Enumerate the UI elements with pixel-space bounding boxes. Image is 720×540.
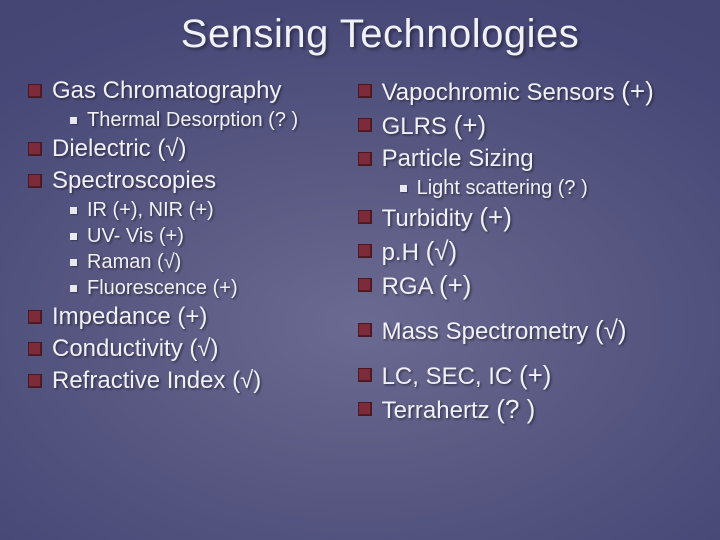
- square-bullet-icon: [70, 259, 77, 266]
- sub-list-item: IR (+), NIR (+): [70, 198, 350, 223]
- item-label: p.H (√): [382, 236, 458, 268]
- right-column: Vapochromic Sensors (+) GLRS (+) Particl…: [358, 75, 692, 428]
- item-label: Raman (√): [87, 250, 181, 275]
- list-item: Gas Chromatography: [28, 76, 350, 106]
- item-label: LC, SEC, IC (+): [382, 360, 552, 392]
- item-label: GLRS (+): [382, 110, 487, 142]
- item-label: Terrahertz (? ): [382, 394, 536, 426]
- slide: Sensing Technologies Gas Chromatography …: [0, 0, 720, 540]
- sub-list-item: Thermal Desorption (? ): [70, 108, 350, 133]
- diamond-bullet-icon: [358, 152, 372, 166]
- sub-list-item: Light scattering (? ): [400, 176, 692, 201]
- list-item: p.H (√): [358, 236, 692, 268]
- left-column: Gas Chromatography Thermal Desorption (?…: [28, 75, 350, 428]
- item-label: Turbidity (+): [382, 202, 512, 234]
- item-label: IR (+), NIR (+): [87, 198, 214, 223]
- item-label: Spectroscopies: [52, 166, 216, 196]
- diamond-bullet-icon: [28, 342, 42, 356]
- item-label: UV- Vis (+): [87, 224, 184, 249]
- square-bullet-icon: [400, 185, 407, 192]
- list-item: Impedance (+): [28, 302, 350, 332]
- item-label: Gas Chromatography: [52, 76, 281, 106]
- square-bullet-icon: [70, 285, 77, 292]
- list-item: Particle Sizing: [358, 144, 692, 174]
- diamond-bullet-icon: [358, 84, 372, 98]
- diamond-bullet-icon: [28, 142, 42, 156]
- item-annotation: (? ): [496, 394, 535, 424]
- diamond-bullet-icon: [358, 368, 372, 382]
- item-label: Vapochromic Sensors (+): [382, 76, 654, 108]
- item-label: Particle Sizing: [382, 144, 534, 174]
- list-item: GLRS (+): [358, 110, 692, 142]
- list-item: LC, SEC, IC (+): [358, 360, 692, 392]
- spacer: [358, 304, 692, 314]
- item-label: Light scattering (? ): [417, 176, 588, 201]
- list-item: Conductivity (√): [28, 334, 350, 364]
- diamond-bullet-icon: [358, 210, 372, 224]
- diamond-bullet-icon: [358, 402, 372, 416]
- list-item: RGA (+): [358, 270, 692, 302]
- item-label: RGA (+): [382, 270, 472, 302]
- sub-list-item: UV- Vis (+): [70, 224, 350, 249]
- item-annotation: (√): [595, 315, 627, 345]
- item-annotation: (+): [621, 76, 654, 106]
- diamond-bullet-icon: [28, 84, 42, 98]
- sub-list-item: Raman (√): [70, 250, 350, 275]
- list-item: Vapochromic Sensors (+): [358, 76, 692, 108]
- diamond-bullet-icon: [28, 174, 42, 188]
- item-annotation: (+): [439, 270, 472, 300]
- diamond-bullet-icon: [28, 374, 42, 388]
- diamond-bullet-icon: [28, 310, 42, 324]
- item-annotation: (+): [454, 110, 487, 140]
- content-columns: Gas Chromatography Thermal Desorption (?…: [28, 75, 692, 428]
- item-label: Dielectric (√): [52, 134, 187, 164]
- sub-list-item: Fluorescence (+): [70, 276, 350, 301]
- square-bullet-icon: [70, 207, 77, 214]
- list-item: Terrahertz (? ): [358, 394, 692, 426]
- item-label: Refractive Index (√): [52, 366, 261, 396]
- square-bullet-icon: [70, 233, 77, 240]
- list-item: Dielectric (√): [28, 134, 350, 164]
- item-label: Fluorescence (+): [87, 276, 238, 301]
- item-label: Thermal Desorption (? ): [87, 108, 298, 133]
- item-annotation: (+): [519, 360, 552, 390]
- slide-title: Sensing Technologies: [28, 12, 692, 57]
- diamond-bullet-icon: [358, 244, 372, 258]
- diamond-bullet-icon: [358, 118, 372, 132]
- item-label: Conductivity (√): [52, 334, 219, 364]
- item-annotation: (+): [479, 202, 512, 232]
- spacer: [358, 349, 692, 359]
- list-item: Turbidity (+): [358, 202, 692, 234]
- item-label: Impedance (+): [52, 302, 207, 332]
- diamond-bullet-icon: [358, 323, 372, 337]
- list-item: Mass Spectrometry (√): [358, 315, 692, 347]
- list-item: Spectroscopies: [28, 166, 350, 196]
- diamond-bullet-icon: [358, 278, 372, 292]
- list-item: Refractive Index (√): [28, 366, 350, 396]
- item-label: Mass Spectrometry (√): [382, 315, 627, 347]
- square-bullet-icon: [70, 117, 77, 124]
- item-annotation: (√): [426, 236, 458, 266]
